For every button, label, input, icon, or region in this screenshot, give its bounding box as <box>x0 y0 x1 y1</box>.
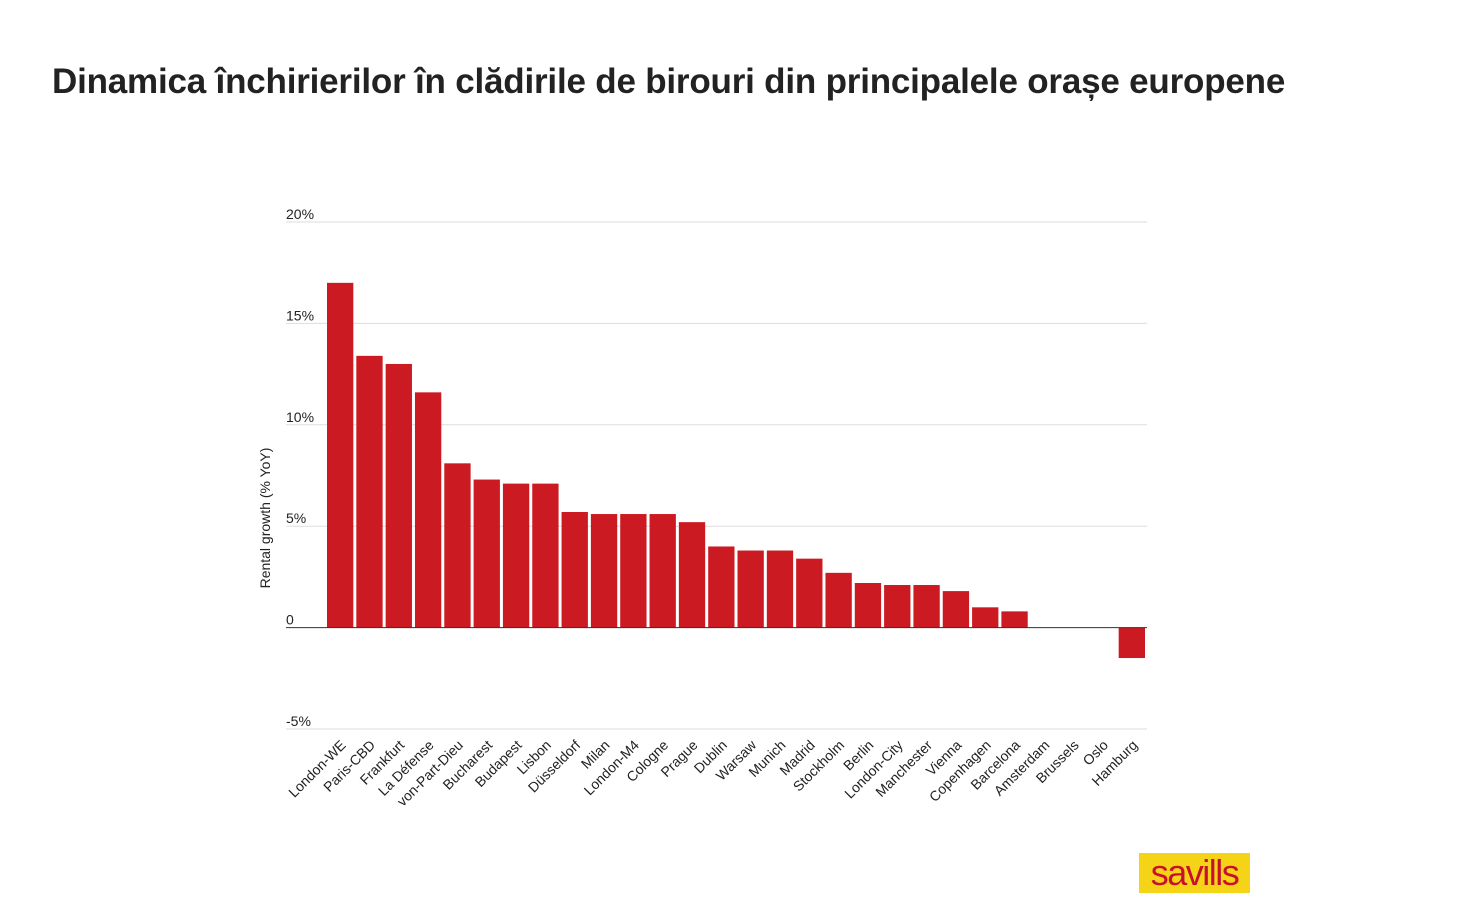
y-tick-label: 20% <box>286 206 314 222</box>
bar <box>708 546 735 628</box>
bar <box>766 550 794 628</box>
bar <box>884 585 911 628</box>
bar <box>502 483 530 628</box>
bar <box>356 355 383 628</box>
bar <box>532 483 559 628</box>
bar <box>414 392 442 628</box>
bar <box>1118 627 1145 659</box>
bar <box>913 585 940 628</box>
bar <box>796 558 823 628</box>
bar <box>678 522 706 628</box>
bar <box>1001 611 1028 628</box>
bar <box>649 514 676 628</box>
y-tick-label: 5% <box>286 510 306 526</box>
bar <box>473 479 500 628</box>
bar <box>385 363 412 628</box>
bar <box>854 582 882 628</box>
bar <box>590 514 618 628</box>
bar <box>972 607 999 628</box>
savills-logo: savills <box>1139 853 1250 893</box>
bar <box>327 282 354 628</box>
bar <box>620 514 647 628</box>
y-axis-label: Rental growth (% YoY) <box>257 448 273 589</box>
page-title: Dinamica închirierilor în clădirile de b… <box>52 62 1286 101</box>
bars <box>327 282 1145 659</box>
bar <box>561 512 588 628</box>
y-tick-labels: 20% 15% 10% 5% 0 -5% <box>286 206 314 729</box>
y-tick-label: 0 <box>286 612 294 628</box>
y-tick-label: -5% <box>286 713 311 729</box>
bar <box>825 572 852 628</box>
bar <box>444 463 471 628</box>
y-tick-label: 15% <box>286 307 314 323</box>
bar <box>942 591 970 628</box>
bar <box>737 550 764 628</box>
y-tick-label: 10% <box>286 409 314 425</box>
